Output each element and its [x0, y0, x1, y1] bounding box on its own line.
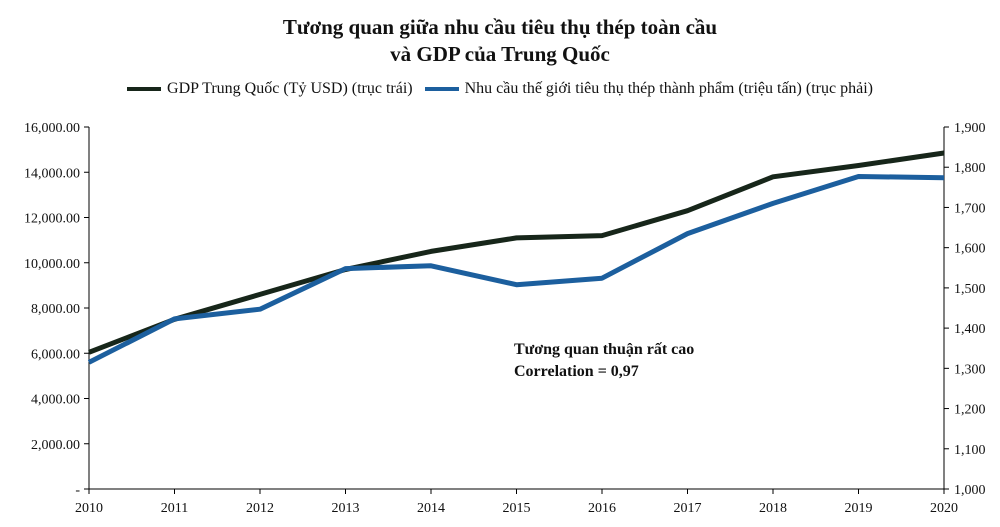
x-tick-label: 2019 [845, 501, 873, 516]
chart-legend: GDP Trung Quốc (Tỷ USD) (trục trái) Nhu … [0, 80, 1000, 98]
chart-title-line-2: và GDP của Trung Quốc [390, 42, 610, 66]
x-tick-label: 2018 [759, 501, 787, 516]
right-tick-label: 1,400 [954, 322, 986, 337]
legend-swatch-gdp [127, 87, 162, 92]
right-tick-label: 1,300 [954, 362, 986, 377]
right-axis-ticks: 1,000 1,100 1,200 1,300 1,400 1,500 1,600 1,700… [944, 121, 986, 498]
left-tick-label: 10,000.00 [24, 257, 80, 272]
chart-title-line-1: Tương quan giữa nhu cầu tiêu thụ thép to… [282, 15, 718, 39]
series-line-gdp [88, 150, 945, 355]
left-tick-label: 14,000.00 [24, 166, 80, 181]
legend-swatch-steel [424, 87, 459, 92]
right-tick-label: 1,800 [954, 161, 986, 176]
legend-label-steel: Nhu cầu thế giới tiêu thụ thép thành phẩ… [464, 80, 873, 97]
x-axis-ticks: 2010 2011 2012 2013 2014 2015 2016 2017 2018 2019… [75, 489, 958, 516]
series-lines [87, 150, 945, 365]
x-tick-label: 2016 [588, 501, 616, 516]
chart-title: Tương quan giữa nhu cầu tiêu thụ thép to… [0, 14, 1000, 68]
right-tick-label: 1,600 [954, 242, 986, 257]
left-axis-ticks: - 2,000.00 4,000.00 6,000.00 8,000.00 10,000.… [24, 121, 89, 498]
x-tick-label: 2014 [417, 501, 445, 516]
series-line-steel-demand [87, 174, 945, 365]
right-tick-label: 1,100 [954, 443, 986, 458]
left-tick-label: 4,000.00 [31, 393, 80, 408]
x-tick-label: 2015 [503, 501, 531, 516]
x-tick-label: 2013 [332, 501, 360, 516]
legend-item-gdp: GDP Trung Quốc (Tỷ USD) (trục trái) [127, 80, 413, 98]
legend-item-steel: Nhu cầu thế giới tiêu thụ thép thành phẩ… [424, 80, 873, 98]
x-tick-label: 2017 [674, 501, 702, 516]
annotation-line-1: Tương quan thuận rất cao [514, 341, 694, 358]
left-tick-label: - [75, 483, 80, 498]
annotation-line-2: Correlation = 0,97 [514, 363, 639, 380]
left-tick-label: 8,000.00 [31, 302, 80, 317]
x-tick-label: 2020 [930, 501, 958, 516]
right-tick-label: 1,000 [954, 483, 986, 498]
legend-label-gdp: GDP Trung Quốc (Tỷ USD) (trục trái) [167, 80, 413, 97]
left-tick-label: 2,000.00 [31, 438, 80, 453]
x-tick-label: 2010 [75, 501, 103, 516]
x-tick-label: 2011 [161, 501, 188, 516]
left-tick-label: 6,000.00 [31, 347, 80, 362]
left-tick-label: 12,000.00 [24, 212, 80, 227]
x-tick-label: 2012 [246, 501, 274, 516]
right-tick-label: 1,900 [954, 121, 986, 136]
right-tick-label: 1,500 [954, 282, 986, 297]
left-tick-label: 16,000.00 [24, 121, 80, 136]
right-tick-label: 1,200 [954, 403, 986, 418]
right-tick-label: 1,700 [954, 201, 986, 216]
